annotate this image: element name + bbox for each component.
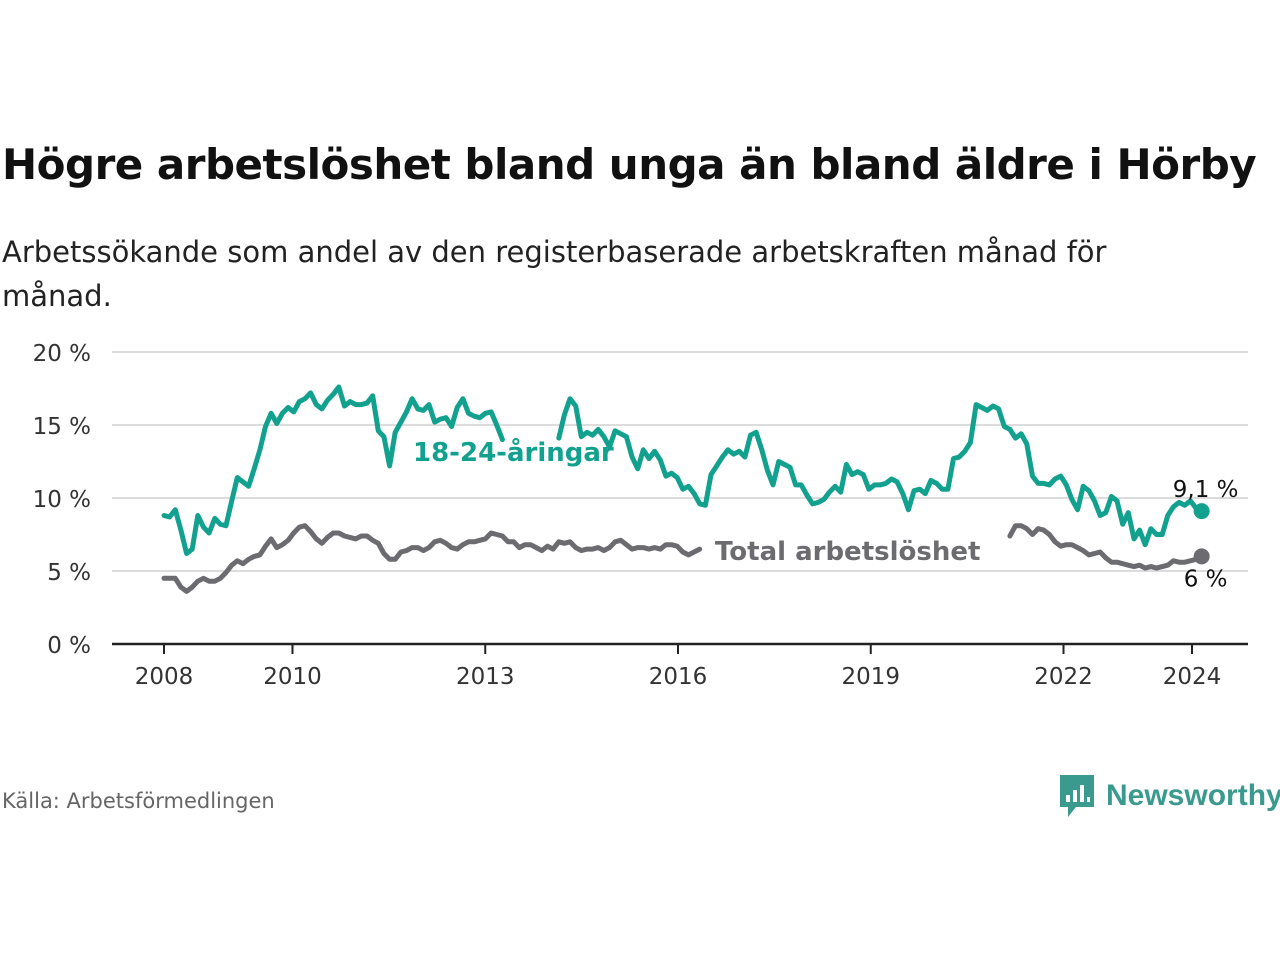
x-tick-label: 2016 xyxy=(649,664,708,690)
series-labels: 9,1 % 18-24-åringar 6 % Total arbetslöshet xyxy=(413,436,1239,592)
end-label-total: 6 % xyxy=(1184,566,1228,592)
chart-title: Högre arbetslöshet bland unga än bland ä… xyxy=(2,140,1257,189)
y-tick-label: 15 % xyxy=(33,414,91,440)
y-axis-ticks: 0 % 5 % 10 % 15 % 20 % xyxy=(33,341,91,659)
end-point-youth xyxy=(1193,503,1210,520)
end-label-youth: 9,1 % xyxy=(1173,477,1239,503)
source-note: Källa: Arbetsförmedlingen xyxy=(2,789,275,813)
brand-name: Newsworthy xyxy=(1106,779,1280,812)
series-line-total xyxy=(161,523,703,594)
series-lines xyxy=(161,384,1210,594)
x-tick-label: 2024 xyxy=(1163,664,1222,690)
x-tick-label: 2013 xyxy=(456,664,515,690)
x-tick-label: 2022 xyxy=(1034,664,1093,690)
series-line-youth xyxy=(161,384,505,556)
series-label-youth: 18-24-åringar xyxy=(413,436,614,468)
y-tick-label: 10 % xyxy=(33,487,91,513)
y-tick-label: 0 % xyxy=(47,633,91,659)
x-tick-label: 2008 xyxy=(135,664,194,690)
series-line-youth xyxy=(556,396,1205,548)
gridlines xyxy=(112,351,1248,572)
y-tick-label: 20 % xyxy=(33,341,91,367)
line-chart: 0 %5 %10 %15 %20 % 2008 2010 2013 2016 2019 2… xyxy=(33,341,1248,690)
end-point-total xyxy=(1193,548,1210,565)
y-tick-label: 5 % xyxy=(47,560,91,586)
x-tick-label: 2019 xyxy=(841,664,900,690)
series-label-total: Total arbetslöshet xyxy=(715,537,980,567)
brand-logo[interactable]: Newsworthy xyxy=(1058,773,1280,819)
x-axis: 2008 2010 2013 2016 2019 2022 2024 xyxy=(112,642,1248,690)
chart-subtitle: Arbetssökande som andel av den registerb… xyxy=(2,235,1107,313)
series-line-total xyxy=(1007,523,1205,571)
x-tick-label: 2010 xyxy=(263,664,322,690)
newsworthy-logo-icon xyxy=(1060,775,1094,817)
